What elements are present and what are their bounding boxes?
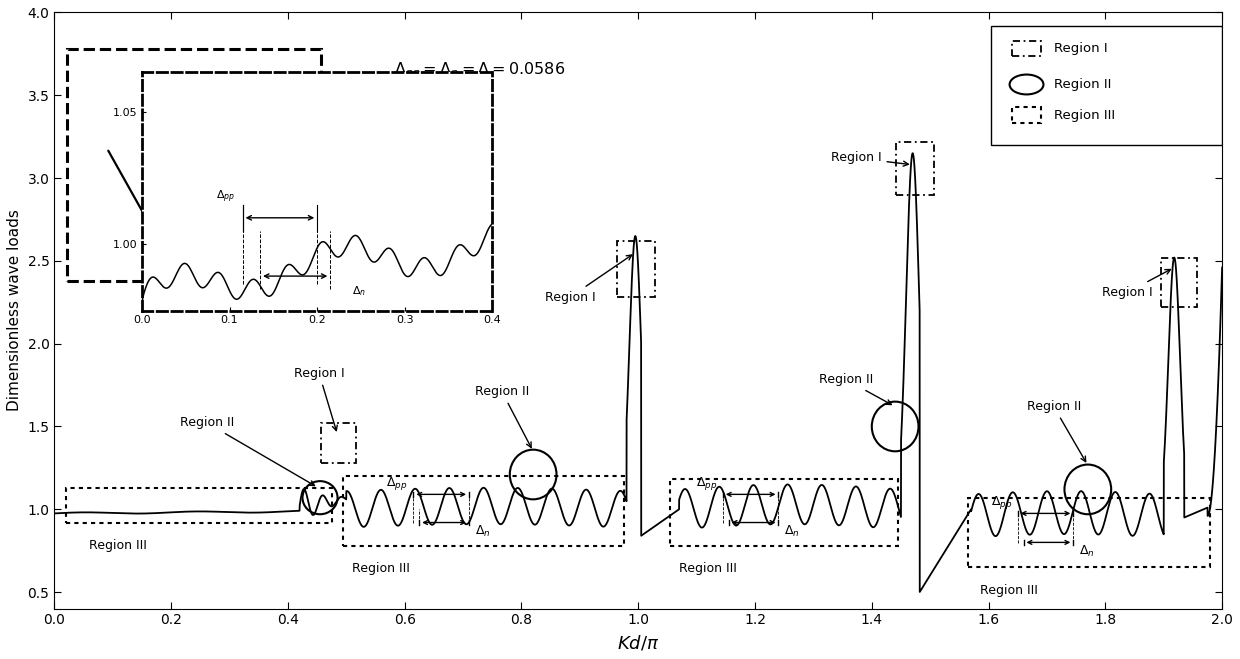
Text: Region I: Region I — [544, 255, 631, 304]
Text: $\Delta_{pp}$: $\Delta_{pp}$ — [991, 494, 1012, 511]
Text: $\Delta_{pp}$: $\Delta_{pp}$ — [696, 475, 717, 492]
Text: $\Delta_{pp} = \Delta_{n} = \Delta = 0.0586$: $\Delta_{pp} = \Delta_{n} = \Delta = 0.0… — [394, 60, 565, 80]
Text: Region I: Region I — [294, 367, 345, 430]
Text: Region II: Region II — [1027, 400, 1086, 462]
Text: Region II: Region II — [180, 416, 315, 486]
FancyBboxPatch shape — [992, 26, 1223, 145]
Text: Region III: Region III — [89, 539, 148, 552]
Text: $\Delta_{n}$: $\Delta_{n}$ — [784, 524, 800, 539]
Text: Region I: Region I — [1102, 270, 1171, 299]
Text: Region III: Region III — [1054, 109, 1115, 122]
Y-axis label: Dimensionless wave loads: Dimensionless wave loads — [7, 210, 22, 411]
Text: Region I: Region I — [1054, 42, 1107, 55]
X-axis label: $Kd/\pi$: $Kd/\pi$ — [618, 633, 660, 652]
Text: $\Delta_{pp}$: $\Delta_{pp}$ — [386, 475, 408, 492]
Text: Region II: Region II — [1054, 78, 1111, 91]
Text: $\Delta_{n}$: $\Delta_{n}$ — [1079, 544, 1095, 559]
Text: Region III: Region III — [680, 562, 737, 575]
Text: $\Delta_{n}$: $\Delta_{n}$ — [475, 524, 490, 539]
Text: Region II: Region II — [820, 374, 892, 405]
Text: Region I: Region I — [831, 152, 909, 166]
Text: Region III: Region III — [980, 584, 1038, 597]
Text: Region II: Region II — [475, 385, 531, 447]
Text: Region III: Region III — [352, 562, 410, 575]
